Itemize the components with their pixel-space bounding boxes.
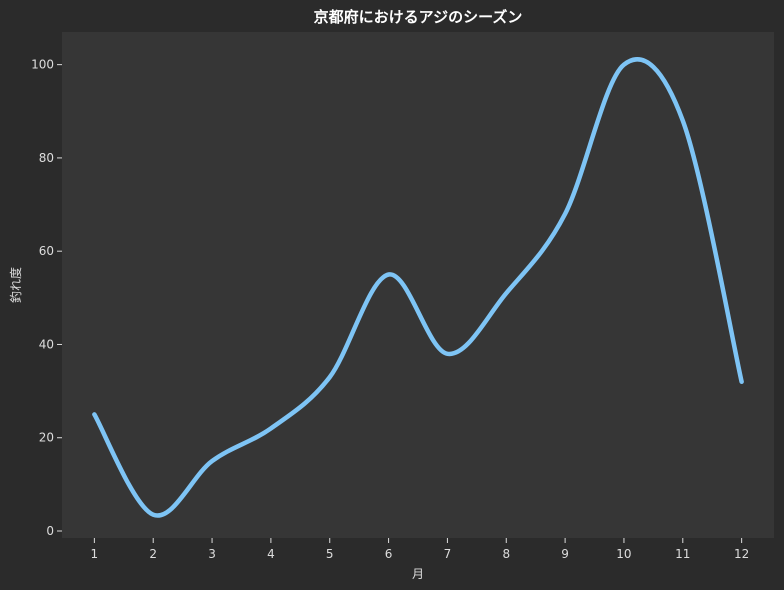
x-tick-label: 1 <box>91 547 99 561</box>
x-tick-label: 5 <box>326 547 334 561</box>
x-tick-label: 3 <box>208 547 216 561</box>
x-axis: 1 2 3 4 5 6 7 8 9 10 11 12 <box>91 538 749 561</box>
y-tick-label: 20 <box>39 431 54 445</box>
x-tick-label: 6 <box>385 547 393 561</box>
x-tick-label: 4 <box>267 547 275 561</box>
y-tick-label: 80 <box>39 151 54 165</box>
y-axis-label: 釣れ度 <box>8 267 23 303</box>
x-tick-label: 8 <box>502 547 510 561</box>
y-tick-label: 0 <box>46 524 54 538</box>
plot-area <box>62 32 774 538</box>
y-tick-label: 60 <box>39 244 54 258</box>
y-tick-label: 40 <box>39 337 54 351</box>
series-line <box>92 57 744 518</box>
x-tick-label: 11 <box>675 547 690 561</box>
y-tick-label: 100 <box>31 58 54 72</box>
y-axis: 0 20 40 60 80 100 <box>31 58 62 538</box>
chart-title: 京都府におけるアジのシーズン <box>314 8 523 26</box>
x-tick-label: 2 <box>149 547 157 561</box>
x-axis-label: 月 <box>412 567 424 581</box>
x-tick-label: 12 <box>734 547 749 561</box>
x-tick-label: 7 <box>444 547 452 561</box>
x-tick-label: 9 <box>561 547 569 561</box>
x-tick-label: 10 <box>616 547 631 561</box>
